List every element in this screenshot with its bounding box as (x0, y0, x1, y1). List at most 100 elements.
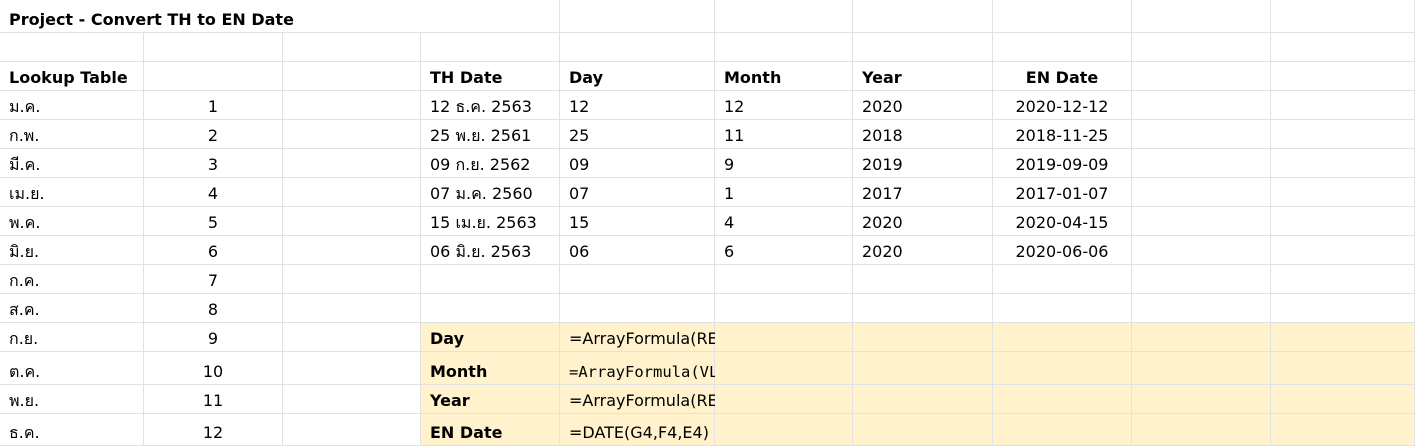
empty-cell[interactable] (421, 294, 560, 323)
formula-cell[interactable]: =ArrayFormula(REGEXEXTRACT(D4:D9, "[0-9]… (560, 323, 987, 352)
empty-cell[interactable] (1271, 352, 1415, 385)
empty-cell[interactable] (560, 0, 715, 33)
empty-cell[interactable] (1132, 120, 1271, 149)
lookup-month-th[interactable]: พ.ย. (0, 385, 144, 414)
year-cell[interactable]: 2018 (853, 120, 993, 149)
lookup-month-number[interactable]: 11 (144, 385, 283, 414)
en-date-cell[interactable]: 2017-01-07 (993, 178, 1132, 207)
column-header[interactable]: Month (715, 62, 853, 91)
lookup-month-number[interactable]: 2 (144, 120, 283, 149)
lookup-month-th[interactable]: เม.ย. (0, 178, 144, 207)
column-header[interactable]: EN Date (993, 62, 1132, 91)
month-cell[interactable]: 6 (715, 236, 853, 265)
empty-cell[interactable] (715, 0, 853, 33)
empty-cell[interactable] (1132, 236, 1271, 265)
empty-cell[interactable] (1132, 385, 1271, 414)
empty-cell[interactable] (1271, 120, 1415, 149)
formula-cell[interactable]: =DATE(G4,F4,E4) (560, 414, 715, 446)
empty-cell[interactable] (283, 236, 421, 265)
lookup-month-th[interactable]: มิ.ย. (0, 236, 144, 265)
empty-cell[interactable] (853, 0, 993, 33)
month-cell[interactable]: 1 (715, 178, 853, 207)
lookup-month-number[interactable]: 3 (144, 149, 283, 178)
formula-cell[interactable]: =ArrayFormula(VLOOKUP(REGEXEXTRACT(D4:D9… (560, 352, 1327, 385)
lookup-month-number[interactable]: 5 (144, 207, 283, 236)
formula-label[interactable]: Month (421, 352, 560, 385)
lookup-month-th[interactable]: มี.ค. (0, 149, 144, 178)
lookup-month-number[interactable]: 8 (144, 294, 283, 323)
lookup-month-th[interactable]: ก.พ. (0, 120, 144, 149)
empty-cell[interactable] (993, 294, 1132, 323)
lookup-month-th[interactable]: ก.ย. (0, 323, 144, 352)
day-cell[interactable]: 15 (560, 207, 715, 236)
empty-cell[interactable] (853, 385, 993, 414)
empty-cell[interactable] (1132, 414, 1271, 446)
empty-cell[interactable] (421, 0, 560, 33)
empty-cell[interactable] (283, 207, 421, 236)
empty-cell[interactable] (1132, 265, 1271, 294)
empty-cell[interactable] (1271, 414, 1415, 446)
empty-cell[interactable] (283, 120, 421, 149)
lookup-month-number[interactable]: 10 (144, 352, 283, 385)
en-date-cell[interactable]: 2020-06-06 (993, 236, 1132, 265)
empty-cell[interactable] (421, 33, 560, 62)
empty-cell[interactable] (993, 414, 1132, 446)
empty-cell[interactable] (1132, 352, 1271, 385)
lookup-month-th[interactable]: ต.ค. (0, 352, 144, 385)
empty-cell[interactable] (1271, 207, 1415, 236)
empty-cell[interactable] (1132, 178, 1271, 207)
empty-cell[interactable] (283, 352, 421, 385)
year-cell[interactable]: 2020 (853, 91, 993, 120)
empty-cell[interactable] (283, 385, 421, 414)
empty-cell[interactable] (1132, 323, 1271, 352)
empty-cell[interactable] (283, 294, 421, 323)
th-date-cell[interactable]: 07 ม.ค. 2560 (421, 178, 560, 207)
en-date-cell[interactable]: 2019-09-09 (993, 149, 1132, 178)
en-date-cell[interactable]: 2020-04-15 (993, 207, 1132, 236)
formula-label[interactable]: Year (421, 385, 560, 414)
th-date-cell[interactable]: 06 มิ.ย. 2563 (421, 236, 560, 265)
empty-cell[interactable] (1271, 0, 1415, 33)
th-date-cell[interactable]: 09 ก.ย. 2562 (421, 149, 560, 178)
empty-cell[interactable] (283, 91, 421, 120)
column-header[interactable]: Day (560, 62, 715, 91)
en-date-cell[interactable]: 2018-11-25 (993, 120, 1132, 149)
empty-cell[interactable] (1271, 265, 1415, 294)
lookup-month-th[interactable]: ส.ค. (0, 294, 144, 323)
lookup-month-th[interactable]: ธ.ค. (0, 414, 144, 446)
empty-cell[interactable] (715, 352, 853, 385)
empty-cell[interactable] (1132, 62, 1271, 91)
empty-cell[interactable] (421, 265, 560, 294)
empty-cell[interactable] (715, 414, 853, 446)
lookup-month-number[interactable]: 9 (144, 323, 283, 352)
lookup-month-number[interactable]: 1 (144, 91, 283, 120)
empty-cell[interactable] (283, 178, 421, 207)
empty-cell[interactable] (0, 33, 144, 62)
year-cell[interactable]: 2017 (853, 178, 993, 207)
month-cell[interactable]: 9 (715, 149, 853, 178)
empty-cell[interactable] (1132, 33, 1271, 62)
empty-cell[interactable] (993, 352, 1132, 385)
empty-cell[interactable] (1132, 0, 1271, 33)
empty-cell[interactable] (993, 385, 1132, 414)
empty-cell[interactable] (853, 294, 993, 323)
empty-cell[interactable] (1271, 323, 1415, 352)
day-cell[interactable]: 09 (560, 149, 715, 178)
th-date-cell[interactable]: 25 พ.ย. 2561 (421, 120, 560, 149)
empty-cell[interactable] (1271, 178, 1415, 207)
year-cell[interactable]: 2020 (853, 207, 993, 236)
empty-cell[interactable] (1271, 91, 1415, 120)
empty-cell[interactable] (144, 33, 283, 62)
month-cell[interactable]: 12 (715, 91, 853, 120)
empty-cell[interactable] (853, 352, 993, 385)
empty-cell[interactable] (1132, 294, 1271, 323)
empty-cell[interactable] (1132, 91, 1271, 120)
formula-label[interactable]: Day (421, 323, 560, 352)
empty-cell[interactable] (283, 323, 421, 352)
empty-cell[interactable] (853, 33, 993, 62)
empty-cell[interactable] (1271, 385, 1415, 414)
empty-cell[interactable] (1271, 33, 1415, 62)
lookup-header[interactable]: Lookup Table (0, 62, 144, 91)
lookup-month-number[interactable]: 7 (144, 265, 283, 294)
lookup-month-number[interactable]: 12 (144, 414, 283, 446)
